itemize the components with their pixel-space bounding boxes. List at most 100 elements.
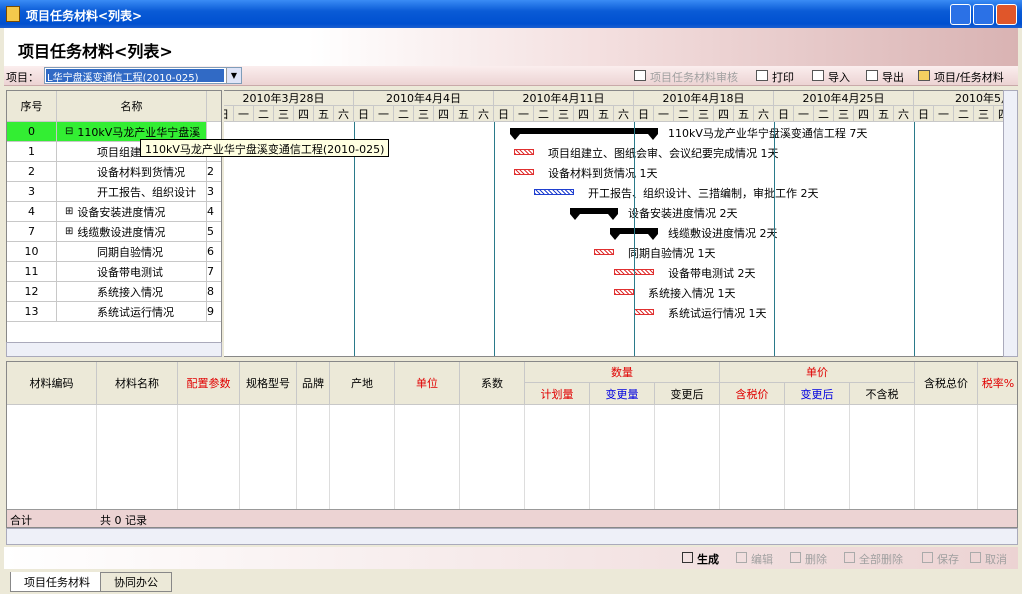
- task-grid: 序号 名称 0 ⊟ 110kV马龙产业华宁盘溪 1 项目组建 2 设备材料到货情况 2 3 开工报告、…: [6, 90, 222, 357]
- column-header[interactable]: 不含税: [850, 383, 915, 405]
- toolbar-button[interactable]: 项目/任务材料: [918, 69, 1004, 85]
- column-header[interactable]: 税率%: [978, 362, 1017, 405]
- action-button[interactable]: 删除: [790, 551, 827, 567]
- row-order: 4: [207, 202, 221, 222]
- column-header[interactable]: 产地: [330, 362, 395, 405]
- day-header: 五: [594, 106, 614, 122]
- action-button[interactable]: 生成: [682, 551, 719, 567]
- week-line: [774, 122, 775, 356]
- row-name: 设备材料到货情况: [57, 162, 207, 182]
- day-header: 一: [934, 106, 954, 122]
- tree-toggle[interactable]: ⊟: [65, 126, 74, 137]
- row-name: 系统试运行情况: [57, 302, 207, 322]
- horizontal-scrollbar[interactable]: [6, 342, 222, 357]
- row-name: 开工报告、组织设计: [57, 182, 207, 202]
- column-line: [96, 405, 97, 527]
- button-icon: [756, 70, 768, 81]
- row-seq: 13: [7, 302, 57, 322]
- row-order: 7: [207, 262, 221, 282]
- day-header: 四: [994, 106, 1003, 122]
- dropdown-arrow[interactable]: ▼: [226, 68, 241, 83]
- column-header[interactable]: 变更后: [655, 383, 720, 405]
- column-line: [329, 405, 330, 527]
- column-header: [207, 91, 221, 122]
- summary-cap: [610, 234, 620, 240]
- bar-label: 设备带电测试 2天: [668, 267, 756, 280]
- summary-cap: [648, 134, 658, 140]
- empty-row: [7, 465, 1017, 480]
- row-seq: 3: [7, 182, 57, 202]
- summary-bar: [570, 208, 618, 214]
- row-name-text: 系统接入情况: [97, 285, 163, 299]
- table-scrollbar[interactable]: [6, 528, 1018, 545]
- column-header[interactable]: 配置参数: [178, 362, 240, 405]
- day-header: 一: [374, 106, 394, 122]
- column-line: [719, 405, 720, 527]
- row-name-text: 系统试运行情况: [97, 305, 174, 319]
- maximize-button[interactable]: [973, 4, 994, 25]
- bar-label: 线缆敷设进度情况 2天: [668, 227, 778, 240]
- row-name-text: 开工报告、组织设计: [97, 185, 196, 199]
- day-header: 六: [474, 106, 494, 122]
- tab[interactable]: 协同办公: [100, 572, 172, 592]
- tree-toggle[interactable]: ⊞: [65, 206, 74, 217]
- action-button[interactable]: 保存: [922, 551, 959, 567]
- title-bar: 项目任务材料<列表>: [0, 0, 1022, 28]
- column-header[interactable]: 品牌: [297, 362, 330, 405]
- row-name-text: 同期自验情况: [97, 245, 163, 259]
- day-header: 二: [674, 106, 694, 122]
- tab[interactable]: 项目任务材料: [10, 572, 104, 592]
- column-header[interactable]: 计划量: [525, 383, 590, 405]
- row-order: 9: [207, 302, 221, 322]
- week-header: 2010年5月: [914, 91, 1003, 106]
- action-button[interactable]: 取消: [970, 551, 1007, 567]
- empty-row: [7, 480, 1017, 495]
- toolbar-button[interactable]: 导出: [866, 69, 904, 85]
- row-name-text: 110kV马龙产业华宁盘溪: [77, 125, 201, 139]
- column-header[interactable]: 规格型号: [240, 362, 297, 405]
- day-header: 一: [794, 106, 814, 122]
- day-header: 一: [234, 106, 254, 122]
- day-header: 日: [914, 106, 934, 122]
- day-header: 三: [554, 106, 574, 122]
- column-header[interactable]: 变更量: [590, 383, 655, 405]
- button-icon: [866, 70, 878, 81]
- toolbar-button[interactable]: 项目任务材料审核: [634, 69, 738, 85]
- column-line: [524, 405, 525, 527]
- bar-label: 项目组建立、图纸会审、会议纪要完成情况 1天: [548, 147, 779, 160]
- tree-toggle[interactable]: ⊞: [65, 226, 74, 237]
- button-icon: [736, 552, 747, 563]
- toolbar-button[interactable]: 打印: [756, 69, 794, 85]
- column-line: [177, 405, 178, 527]
- week-header: 2010年4月4日: [354, 91, 494, 106]
- row-seq: 4: [7, 202, 57, 222]
- task-bar: [614, 289, 634, 295]
- column-header[interactable]: 含税价: [720, 383, 785, 405]
- toolbar: 项目： L华宁盘溪变通信工程(2010-025) ▼ 项目任务材料审核 打印 导入导…: [4, 66, 1018, 86]
- day-header: 六: [894, 106, 914, 122]
- action-button[interactable]: 编辑: [736, 551, 773, 567]
- toolbar-button[interactable]: 导入: [812, 69, 850, 85]
- column-header[interactable]: 系数: [460, 362, 525, 405]
- column-header[interactable]: 材料名称: [97, 362, 178, 405]
- column-header[interactable]: 含税总价: [915, 362, 978, 405]
- project-value: L华宁盘溪变通信工程(2010-025): [46, 69, 224, 82]
- task-bar: [634, 309, 654, 315]
- minimize-button[interactable]: [950, 4, 971, 25]
- row-name-text: 设备带电测试: [97, 265, 163, 279]
- vertical-scrollbar[interactable]: [1003, 90, 1018, 357]
- column-header[interactable]: 材料编码: [7, 362, 97, 405]
- column-header[interactable]: 单位: [395, 362, 460, 405]
- column-line: [239, 405, 240, 527]
- week-line: [494, 122, 495, 356]
- project-select[interactable]: L华宁盘溪变通信工程(2010-025) ▼: [44, 67, 242, 84]
- action-bar: 生成 编辑 删除 全部删除 保存 取消: [4, 547, 1018, 569]
- day-header: 日: [774, 106, 794, 122]
- close-button[interactable]: [996, 4, 1017, 25]
- week-line: [634, 122, 635, 356]
- button-icon: [682, 552, 693, 563]
- column-header[interactable]: 变更后: [785, 383, 850, 405]
- button-icon: [922, 552, 933, 563]
- summary-cap: [510, 134, 520, 140]
- action-button[interactable]: 全部删除: [844, 551, 903, 567]
